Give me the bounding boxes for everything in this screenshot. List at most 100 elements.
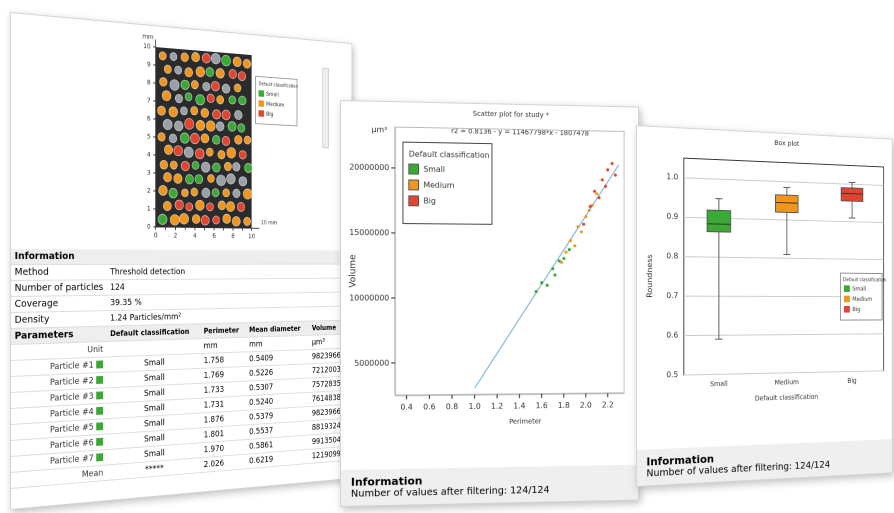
particle <box>195 174 203 183</box>
y-tick-label: 10000000 <box>349 293 389 302</box>
particle <box>195 148 204 159</box>
legend-label: Big <box>266 112 274 118</box>
particle <box>218 150 225 159</box>
x-tick-label: 10 <box>248 233 255 241</box>
particle <box>222 136 230 145</box>
scatter-point <box>560 260 564 264</box>
particle <box>211 81 219 91</box>
particle <box>201 162 210 172</box>
x-tick-label: 0 <box>154 232 158 240</box>
x-tick-label: 6 <box>212 232 216 240</box>
info-box: Information Number of values after filte… <box>340 464 639 506</box>
grid-line <box>684 334 884 336</box>
particle-name: Particle #2 <box>49 375 94 388</box>
particle <box>243 189 252 200</box>
particle <box>216 122 224 132</box>
particle <box>163 201 171 210</box>
legend-label: Big <box>852 307 860 313</box>
particle <box>206 121 215 132</box>
particle <box>239 176 247 186</box>
scatter-point <box>551 267 555 271</box>
particle <box>158 214 167 224</box>
particle <box>170 214 179 225</box>
particle <box>212 163 220 172</box>
particle <box>229 69 237 79</box>
y-tick-label: 4 <box>147 151 151 159</box>
particle <box>201 216 209 226</box>
particle <box>192 161 199 169</box>
x-axis-title: Default classification <box>755 393 818 403</box>
legend-swatch <box>409 196 419 206</box>
x-tick-label: 2.2 <box>602 401 614 410</box>
row-label: Number of particles <box>10 279 107 297</box>
column-header: Perimeter <box>200 322 247 339</box>
particle <box>170 52 177 61</box>
particle <box>223 189 230 197</box>
legend-title: Default classification <box>843 277 886 283</box>
grid-line <box>684 178 884 186</box>
particle <box>206 148 213 156</box>
particle <box>182 189 189 197</box>
particle <box>244 136 251 144</box>
particle <box>186 203 193 211</box>
particle <box>224 162 231 171</box>
x-tick-label: 0.4 <box>400 403 412 412</box>
particle <box>213 216 220 224</box>
particle <box>233 189 240 198</box>
scatter-point <box>610 161 614 166</box>
y-tick-label: 20000000 <box>349 163 389 173</box>
x-tick-label: Small <box>710 380 728 388</box>
x-tick-label: 8 <box>231 232 234 240</box>
x-tick-label: 1.8 <box>558 401 570 410</box>
chart-title: Scatter plot for study * <box>473 110 550 119</box>
x-tick-label: 2 <box>174 232 178 240</box>
particle <box>159 51 166 60</box>
y-tick-label: 0.6 <box>666 331 678 340</box>
axis-unit: mm <box>142 33 153 42</box>
particle <box>244 217 251 225</box>
legend-title: Default classification <box>409 150 490 160</box>
fit-line <box>475 163 619 389</box>
scatter-point <box>568 239 572 243</box>
particle <box>196 200 205 210</box>
legend-swatch <box>843 295 850 303</box>
particle <box>159 185 168 195</box>
particle <box>217 95 224 104</box>
class-swatch <box>96 375 104 384</box>
particle <box>163 119 172 130</box>
scatter-point <box>562 256 566 261</box>
row-label: Method <box>10 264 107 281</box>
particle <box>238 71 246 81</box>
particle <box>218 201 226 210</box>
median <box>707 224 731 225</box>
class-swatch <box>96 406 104 415</box>
particle <box>158 132 165 141</box>
particle <box>170 79 179 90</box>
legend-label: Small <box>852 287 866 293</box>
tables: Information Method Threshold detection Numb… <box>10 249 352 489</box>
class-swatch <box>96 391 104 400</box>
particle <box>174 121 183 131</box>
particle <box>202 188 210 198</box>
particle <box>180 133 189 144</box>
particle <box>185 67 193 77</box>
particle <box>238 123 245 132</box>
box <box>841 188 863 202</box>
y-tick-label: 3 <box>147 169 151 177</box>
x-tick-label: Medium <box>775 378 800 386</box>
scatter-point <box>540 281 544 285</box>
particle <box>239 150 246 159</box>
info-box: Information Number of values after filte… <box>636 439 892 486</box>
table-row: Information <box>10 249 352 265</box>
particle-image <box>155 47 252 229</box>
grid-line <box>684 371 884 375</box>
legend <box>403 142 492 224</box>
y-tick-label: 5000000 <box>354 358 389 367</box>
particle <box>179 213 188 224</box>
scatter-point <box>595 192 599 196</box>
particle <box>234 84 241 93</box>
particle <box>160 160 168 169</box>
x-axis-title: Perimeter <box>509 417 542 425</box>
x-tick-label: 1.2 <box>491 402 503 411</box>
particle <box>196 94 205 105</box>
